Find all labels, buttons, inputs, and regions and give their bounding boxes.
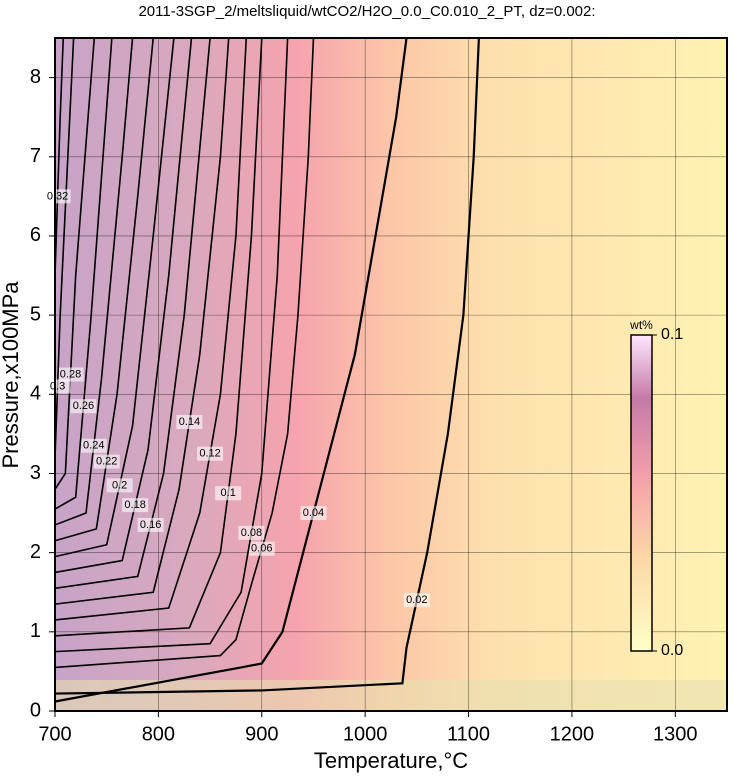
y-tick-label: 0 [30,699,41,721]
contour-label-bg [248,541,275,556]
contour-line [54,37,155,542]
contour-label: 0.04 [303,507,324,519]
contour-label: 0.08 [241,527,262,539]
contour-label: 0.12 [199,448,220,460]
contour-label-bg [44,379,71,394]
y-tick-label: 5 [30,303,41,325]
contour-line [54,37,134,526]
contour-label: 0.1 [221,487,236,499]
contour-label: 0.3 [50,380,65,392]
contour-line [54,37,211,590]
contour-label-bg [238,525,265,540]
colorbar-label: wt% [629,318,653,332]
contour-line [54,37,480,695]
chart-title: 2011-3SGP_2/meltsliquid/wtCO2/H2O_0.0_C0… [138,3,595,20]
contour-label: 0.26 [73,400,94,412]
contour-label-bg [197,446,224,461]
y-tick-label: 7 [30,145,41,167]
contour-label: 0.24 [83,440,104,452]
contour-line [54,37,65,276]
contour-line [54,37,75,458]
contour-label-bg [93,454,120,469]
y-tick-label: 6 [30,224,41,246]
contour-label: 0.06 [251,543,272,555]
contour-label-bg [176,415,203,430]
x-tick-label: 700 [38,723,71,745]
contour-line [54,37,315,669]
y-tick-label: 3 [30,462,41,484]
contour-label-bg [70,399,97,414]
plot-frame [54,37,728,712]
contour-label-bg [122,498,149,513]
plot-band [55,680,727,711]
x-tick-label: 1100 [447,723,490,745]
x-tick-label: 900 [245,723,278,745]
contour-label: 0.16 [140,519,161,531]
contour-label: 0.32 [47,190,68,202]
contour-label: 0.28 [60,368,81,380]
contour-line [54,37,175,558]
y-tick-label: 2 [30,541,41,563]
contour-label: 0.18 [124,499,145,511]
x-tick-label: 1300 [653,723,698,745]
x-tick-label: 800 [142,723,175,745]
contour-label: 0.02 [406,594,427,606]
contour-label: 0.2 [112,479,127,491]
x-tick-label: 1000 [343,723,388,745]
y-tick-label: 4 [30,383,41,405]
contour-label-bg [215,486,242,501]
contour-label-bg [300,506,327,521]
colorbar-tick-label: 0.1 [661,326,683,343]
contour-label-bg [57,367,84,382]
x-axis-label: Temperature,°C [314,748,468,773]
y-tick-label: 8 [30,66,41,88]
contour-label-bg [106,478,133,493]
y-axis-label: Pressure,x100MPa [0,281,23,469]
colorbar [630,334,653,652]
contour-label-bg [80,438,107,453]
y-tick-label: 1 [30,620,41,642]
x-tick-label: 1200 [550,723,595,745]
contour-label-bg [44,189,71,204]
contour-label-bg [137,517,164,532]
contour-line [54,37,193,574]
contour-label-bg [403,593,430,608]
contour-label: 0.14 [179,416,200,428]
contour-label: 0.22 [96,456,117,468]
colorbar-tick-label: 0.0 [661,642,683,659]
